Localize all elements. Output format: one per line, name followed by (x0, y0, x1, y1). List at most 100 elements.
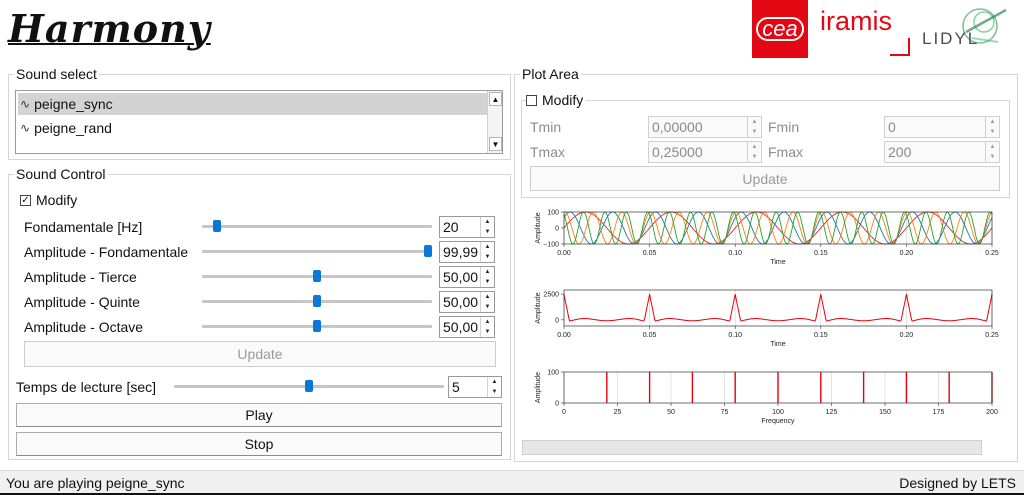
spinbox-value: 99,99 (443, 244, 479, 260)
x-axis-label: Frequency (761, 418, 795, 425)
tmin-label: Tmin (530, 119, 562, 135)
list-item[interactable]: ∿ peigne_sync (18, 93, 488, 115)
spin-arrows-icon[interactable]: ▲ ▼ (480, 242, 494, 262)
reading-time-spinbox[interactable]: 5 ▲ ▼ (448, 376, 502, 398)
y-tick-label: 0 (555, 317, 559, 324)
scroll-up-button[interactable]: ▲ (489, 92, 502, 106)
parameter-spinbox[interactable]: 20 ▲ ▼ (439, 216, 495, 238)
x-tick-label: 150 (879, 409, 891, 416)
slider-label: Amplitude - Octave (24, 319, 144, 335)
plot-frame (563, 371, 993, 404)
spin-arrows-icon[interactable]: ▲ ▼ (747, 142, 761, 162)
reading-time-value: 5 (452, 379, 460, 395)
plot-frame (563, 211, 993, 245)
parameter-slider[interactable] (202, 250, 432, 253)
slider-label: Amplitude - Quinte (24, 294, 140, 310)
checkbox-unchecked-icon (526, 94, 537, 106)
sound-select-title: Sound select (14, 66, 99, 82)
slider-label: Amplitude - Tierce (24, 269, 137, 285)
fmax-spinbox[interactable]: 200 ▲ ▼ (884, 141, 1000, 163)
x-tick-label: 50 (667, 409, 675, 416)
y-tick-label: 0 (555, 226, 559, 233)
spin-arrows-icon[interactable]: ▲ ▼ (480, 217, 494, 237)
reading-time-label: Temps de lecture [sec] (16, 379, 157, 395)
y-tick-label: 0 (555, 401, 559, 408)
fmax-label: Fmax (768, 144, 803, 160)
slider-handle[interactable] (313, 295, 321, 307)
tmin-spinbox[interactable]: 0,00000 ▲ ▼ (648, 116, 762, 138)
sound-select-group (8, 74, 511, 160)
x-axis-label: Time (770, 259, 785, 266)
x-tick-label: 0.20 (900, 250, 914, 257)
iramis-logo: iramis (820, 6, 892, 36)
y-tick-label: 100 (547, 210, 559, 217)
slider-handle[interactable] (424, 245, 432, 257)
parameter-spinbox[interactable]: 50,00 ▲ ▼ (439, 316, 495, 338)
spin-arrows-icon[interactable]: ▲ ▼ (480, 317, 494, 337)
reading-time-slider-handle[interactable] (305, 380, 313, 392)
y-axis-label: Amplitude (535, 292, 542, 323)
waveform-icon: ∿ (20, 97, 31, 111)
list-item[interactable]: ∿ peigne_rand (18, 117, 488, 139)
x-tick-label: 0.05 (643, 250, 657, 257)
x-tick-label: 25 (614, 409, 622, 416)
list-item-label: peigne_rand (34, 120, 112, 136)
spinbox-value: 50,00 (443, 294, 479, 310)
signal-line (563, 294, 993, 322)
x-tick-label: 175 (933, 409, 945, 416)
series-line (563, 211, 993, 245)
slider-handle[interactable] (313, 320, 321, 332)
slider-label: Amplitude - Fondamentale (24, 244, 189, 260)
stop-button[interactable]: Stop (16, 432, 502, 456)
credits-text: Designed by LETS (899, 475, 1016, 491)
x-tick-label: 75 (721, 409, 729, 416)
list-scrollbar[interactable]: ▲ ▼ (487, 91, 502, 153)
spin-arrows-icon[interactable]: ▲ ▼ (747, 117, 761, 137)
plot-settings-group (521, 100, 1010, 198)
plot-area-title: Plot Area (520, 66, 581, 82)
spin-arrows-icon[interactable]: ▲ ▼ (480, 292, 494, 312)
y-axis-label: Amplitude (535, 212, 542, 243)
sound-modify-label: Modify (36, 192, 78, 208)
fmax-value: 200 (888, 144, 912, 160)
x-tick-label: 0.25 (985, 332, 999, 339)
tmax-spinbox[interactable]: 0,25000 ▲ ▼ (648, 141, 762, 163)
spin-arrows-icon[interactable]: ▲ ▼ (480, 267, 494, 287)
tmax-value: 0,25000 (652, 144, 703, 160)
slider-handle[interactable] (313, 270, 321, 282)
fmin-spinbox[interactable]: 0 ▲ ▼ (884, 116, 1000, 138)
play-button[interactable]: Play (16, 403, 502, 427)
y-tick-label: −100 (543, 242, 559, 249)
y-tick-label: 2500 (543, 292, 559, 299)
plot-update-button[interactable]: Update (530, 166, 1000, 191)
x-tick-label: 0.20 (900, 332, 914, 339)
spinbox-value: 50,00 (443, 319, 479, 335)
cea-logo: cea (752, 0, 808, 58)
scroll-down-button[interactable]: ▼ (489, 137, 502, 151)
lidyl-logo-text: LIDYL (922, 29, 979, 48)
x-tick-label: 125 (826, 409, 838, 416)
waveform-icon: ∿ (20, 121, 31, 135)
checkbox-checked-icon: ✓ (20, 194, 31, 206)
spin-arrows-icon[interactable]: ▲ ▼ (985, 117, 999, 137)
parameter-spinbox[interactable]: 50,00 ▲ ▼ (439, 291, 495, 313)
x-tick-label: 0.05 (643, 332, 657, 339)
plot-modify-checkbox[interactable]: Modify (526, 92, 587, 108)
slider-handle[interactable] (213, 220, 222, 232)
spin-arrows-icon[interactable]: ▲ ▼ (985, 142, 999, 162)
x-axis-label: Time (770, 341, 785, 348)
x-tick-label: 100 (772, 409, 784, 416)
parameter-spinbox[interactable]: 50,00 ▲ ▼ (439, 266, 495, 288)
tmax-label: Tmax (530, 144, 565, 160)
spin-arrows-icon[interactable]: ▲ ▼ (487, 377, 501, 397)
y-tick-label: 100 (547, 370, 559, 377)
parameter-slider[interactable] (202, 225, 432, 228)
sound-modify-checkbox[interactable]: ✓ Modify (20, 192, 77, 208)
iramis-logo-corner (890, 38, 910, 56)
window-bottom-border (0, 493, 1024, 495)
sound-list[interactable]: ∿ peigne_sync ∿ peigne_rand ▲ ▼ (15, 90, 503, 154)
sound-update-button[interactable]: Update (24, 341, 496, 367)
plot-modify-label: Modify (542, 92, 584, 108)
y-axis-label: Amplitude (535, 372, 542, 403)
parameter-spinbox[interactable]: 99,99 ▲ ▼ (439, 241, 495, 263)
